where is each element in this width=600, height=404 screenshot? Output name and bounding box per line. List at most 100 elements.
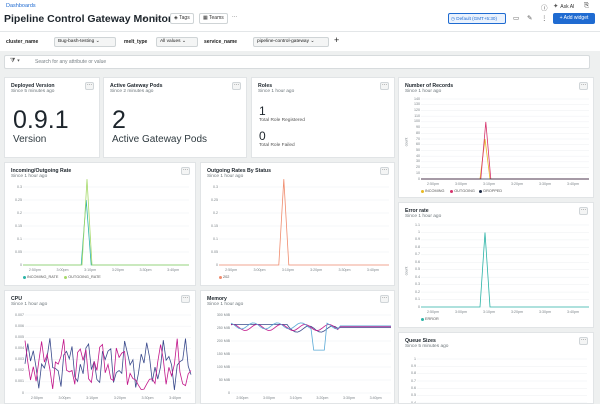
favorite-star-icon[interactable]: ☆ [153,13,161,22]
x-tick-label: 3:10pm [84,268,97,272]
tags-button[interactable]: ◈ Tags [170,13,194,24]
roles-registered-value: 1 [259,104,266,118]
pods-value: 2 [112,106,126,134]
y-tick-label: 250 MiB [216,325,230,330]
y-tick-label: 0 [22,390,24,395]
widget-menu-button[interactable]: ··· [380,295,389,303]
filter-select-melt-type[interactable]: All values ⌄ [156,37,198,47]
add-widget-button[interactable]: + Add widget [553,13,595,24]
share-icon[interactable]: ⋮ [541,15,548,22]
x-tick-label: 3:40pm [567,182,579,186]
breadcrumb[interactable]: Dashboards [6,3,36,9]
widget-menu-button[interactable]: ··· [579,82,588,90]
y-tick-label: 130 [414,102,420,107]
legend-item[interactable]: OUTGOING_RATE [64,275,101,279]
widget-title: Deployed Version [11,83,55,89]
x-tick-label: 2:50pm [427,182,439,186]
widget-menu-button[interactable]: ··· [232,82,241,90]
widget-subtitle: Since 1 hour ago [258,89,295,94]
widget-subtitle: Since 1 hour ago [11,302,48,307]
memory-chart: 0 50 MiB 100 MiB 150 MiB 200 MiB 250 MiB 300 M… [201,291,394,403]
widget-menu-button[interactable]: ··· [579,207,588,215]
widget-menu-button[interactable]: ··· [380,167,389,175]
outgoing-status-chart: 0 0.05 0.1 0.15 0.2 0.25 0.3 2:50pm 3:00pm 3:10pm… [201,163,394,285]
widget-outgoing-by-status: Outgoing Rates By Status Since 1 hour ag… [200,162,395,286]
filter-bar: cluster_name Bug-bash-testing ⌄ melt_typ… [0,31,600,51]
teams-button[interactable]: ▦ Teams [199,13,228,24]
filter-icon: ⧩ ▾ [10,58,20,64]
help-icon[interactable]: ⓘ [541,5,548,12]
x-tick-label: 3:40pm [366,268,379,272]
y-tick-label: 0.4 [411,400,416,404]
y-tick-label: 0.4 [415,274,420,279]
x-tick-label: 3:20pm [511,182,523,186]
chart-svg [230,314,391,394]
edit-icon[interactable]: ✎ [527,15,533,22]
version-caption: Version [13,134,47,145]
y-tick-label: 20 [416,165,420,170]
chart-svg [417,358,587,403]
link-icon[interactable]: ⎘ [584,2,590,9]
y-tick-label: 0.003 [15,357,24,362]
y-tick-label: 0.2 [213,210,218,215]
roles-registered-label: Total Role Registered [259,118,305,123]
filter-select-cluster-name[interactable]: Bug-bash-testing ⌄ [54,37,116,47]
y-tick-label: 0.6 [415,259,420,264]
title-dropdown-icon[interactable]: ▾ [143,16,147,22]
legend-swatch [23,275,26,279]
teams-icon: ▦ [203,15,210,21]
series-line [24,338,192,391]
widget-roles: Roles Since 1 hour ago ··· 1 Total Role … [251,77,395,158]
widget-subtitle: Since 5 minutes ago [405,344,449,349]
legend-item[interactable]: OUTGOING [450,189,475,193]
attribute-search[interactable]: ⧩ ▾ Search for any attribute or value [4,55,590,69]
incoming-outgoing-chart: 0 0.05 0.1 0.15 0.2 0.25 0.3 2:50pm 3:00pm 3:10pm… [5,163,195,285]
widget-subtitle: Since 1 hour ago [207,174,244,179]
legend-item[interactable]: INCOMING_RATE [23,275,58,279]
clock-icon: ◷ [451,16,457,21]
ask-ai-button[interactable]: ✦ Ask AI [553,2,574,10]
y-tick-label: 1 [414,356,416,361]
x-tick-label: 3:00pm [263,396,275,400]
widget-menu-button[interactable]: ··· [380,82,389,90]
teams-label: Teams [209,15,224,21]
widget-menu-button[interactable]: ··· [181,295,190,303]
y-tick-label: 0.004 [15,345,24,350]
tag-icon: ◈ [174,15,180,21]
widget-incoming-outgoing-rate: Incoming/Outgoing Rate Since 1 hour ago … [4,162,196,286]
widget-title: Queue Sizes [405,338,436,344]
widget-memory: Memory Since 1 hour ago ··· 0 50 MiB 100 M… [200,290,395,404]
legend-label: ERROR [425,317,439,321]
error-rate-chart: 0 0.1 0.2 0.3 0.4 0.5 0.6 0.7 0.8 0.9 1 1.1 2:50pm 3:… [399,203,593,327]
timezone-selector[interactable]: ◷ Default (GMT+5:30) [448,13,506,24]
filter-label-service-name: service_name [204,39,238,45]
legend-item[interactable]: 202 [219,275,229,279]
widget-menu-button[interactable]: ··· [85,82,94,90]
y-tick-label: 0.1 [415,297,420,302]
top-bar: Dashboards Pipeline Control Gateway Moni… [0,0,600,31]
legend-label: OUTGOING [454,189,475,193]
chart-svg [219,179,389,266]
y-tick-label: 100 [414,119,420,124]
legend-item[interactable]: INCOMING [421,189,444,193]
page-title: Pipeline Control Gateway Monitoring [4,13,188,25]
widget-queue-sizes: Queue Sizes Since 5 minutes ago ··· 0.4 0… [398,332,594,404]
y-tick-label: 30 [416,159,420,164]
x-tick-label: 3:30pm [539,310,551,314]
widget-menu-button[interactable]: ··· [579,337,588,345]
legend-item[interactable]: DROPPED [479,189,502,193]
filter-select-service-name[interactable]: pipeline-control-gateway ⌄ [253,37,329,47]
widget-deployed-version: Deployed Version Since 5 minutes ago ···… [4,77,100,158]
y-tick-label: 0.3 [415,282,420,287]
widget-title: Active Gateway Pods [110,83,163,89]
widget-menu-button[interactable]: ··· [181,167,190,175]
y-tick-label: 0.3 [17,184,22,189]
pods-caption: Active Gateway Pods [112,134,208,145]
y-tick-label: 0 [418,176,420,181]
legend-item[interactable]: ERROR [421,317,439,321]
tv-mode-icon[interactable]: ▭ [513,15,520,22]
y-tick-label: 0.05 [211,249,218,254]
more-options-button[interactable]: ··· [229,13,240,24]
add-filter-button[interactable]: + [334,35,340,45]
